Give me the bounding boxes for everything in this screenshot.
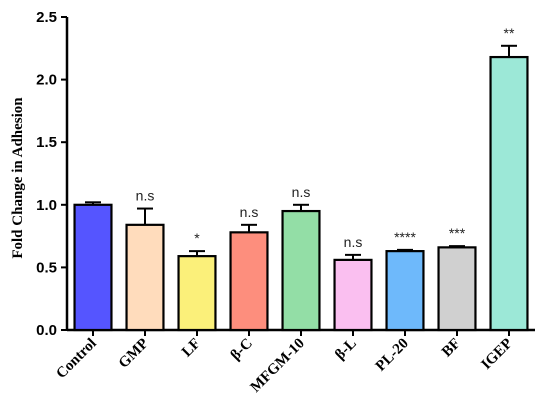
x-tick-label: GMP (116, 336, 152, 372)
significance-label: n.s (240, 204, 259, 220)
y-tick-label: 2.5 (36, 9, 57, 26)
y-tick-label: 1.5 (36, 134, 57, 151)
y-tick-label: 0.0 (36, 322, 57, 339)
x-tick-label: IGEP (479, 336, 516, 373)
significance-label: n.s (344, 234, 363, 250)
bar (73, 203, 113, 332)
bar (229, 231, 269, 332)
significance-label: n.s (292, 184, 311, 200)
bar (125, 223, 165, 332)
bar (177, 255, 217, 332)
x-tick-label: BF (439, 336, 464, 361)
x-tick-label: LF (179, 336, 204, 361)
plot-area: 0.0 0.5 1.0 1.5 2.0 2.5 Control n.s GMP * LF n.s β-C… (36, 9, 535, 396)
x-tick-label: β-C (228, 336, 256, 364)
significance-label: * (194, 230, 200, 246)
bar (333, 258, 373, 332)
x-tick-label: Control (53, 336, 99, 382)
x-tick-label: β-L (332, 336, 360, 364)
significance-label: **** (394, 229, 416, 245)
y-tick-label: 0.5 (36, 259, 57, 276)
significance-label: n.s (136, 188, 155, 204)
significance-label: ** (504, 25, 515, 41)
significance-label: *** (449, 225, 466, 241)
y-tick-label: 2.0 (36, 72, 57, 89)
x-tick-label: PL-20 (373, 336, 412, 375)
bar (385, 250, 425, 332)
bar (489, 55, 529, 332)
bar (437, 246, 477, 332)
bar (281, 209, 321, 332)
y-tick-label: 1.0 (36, 197, 57, 214)
x-tick-label: MFGM-10 (248, 336, 308, 396)
y-axis-label: Fold Change in Adhesion (10, 97, 26, 259)
